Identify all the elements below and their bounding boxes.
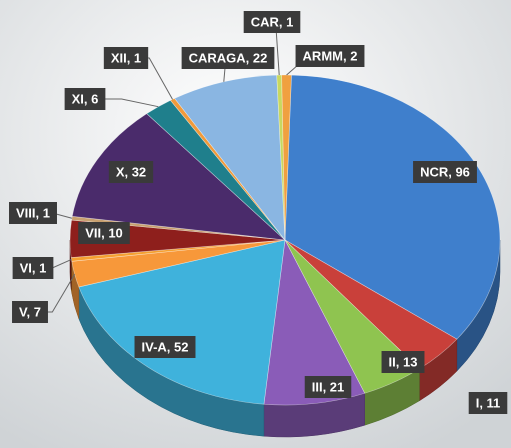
slice — [174, 74, 286, 241]
label-box — [181, 47, 275, 69]
data-label: VI, 1 — [20, 260, 47, 275]
label-box — [381, 351, 425, 373]
data-label: I, 11 — [476, 395, 501, 410]
label-box — [304, 376, 352, 398]
slice — [78, 239, 286, 405]
data-label: IV-A, 52 — [142, 339, 189, 354]
data-label: II, 13 — [389, 354, 418, 369]
data-labels: NCR, 96 I, 11 II, 13 III, 21 IV-A, 52 V, 7 VI,… — [9, 11, 508, 414]
label-box — [12, 301, 48, 323]
pie-tops — [69, 74, 501, 406]
slice — [284, 74, 501, 340]
data-label: V, 7 — [19, 304, 41, 319]
data-label: VII, 10 — [85, 225, 123, 240]
data-label: NCR, 96 — [420, 164, 470, 179]
label-box — [243, 11, 301, 33]
label-box — [413, 161, 477, 183]
label-box — [108, 161, 154, 183]
slice — [263, 239, 366, 406]
data-label: ARMM, 2 — [303, 48, 358, 63]
data-label: XI, 6 — [72, 91, 99, 106]
label-box — [64, 88, 106, 110]
data-label: III, 21 — [312, 379, 345, 394]
data-label: VIII, 1 — [16, 205, 50, 220]
slice — [281, 74, 292, 241]
label-box — [9, 202, 57, 224]
data-label: X, 32 — [116, 164, 146, 179]
data-label: CARAGA, 22 — [189, 50, 268, 65]
label-box — [134, 336, 196, 358]
label-box — [103, 47, 149, 69]
label-box — [78, 222, 130, 244]
label-box — [12, 257, 54, 279]
data-label: XII, 1 — [111, 50, 141, 65]
label-box — [468, 392, 508, 414]
slice — [71, 113, 286, 241]
data-label: CAR, 1 — [251, 14, 294, 29]
label-box — [295, 45, 365, 67]
